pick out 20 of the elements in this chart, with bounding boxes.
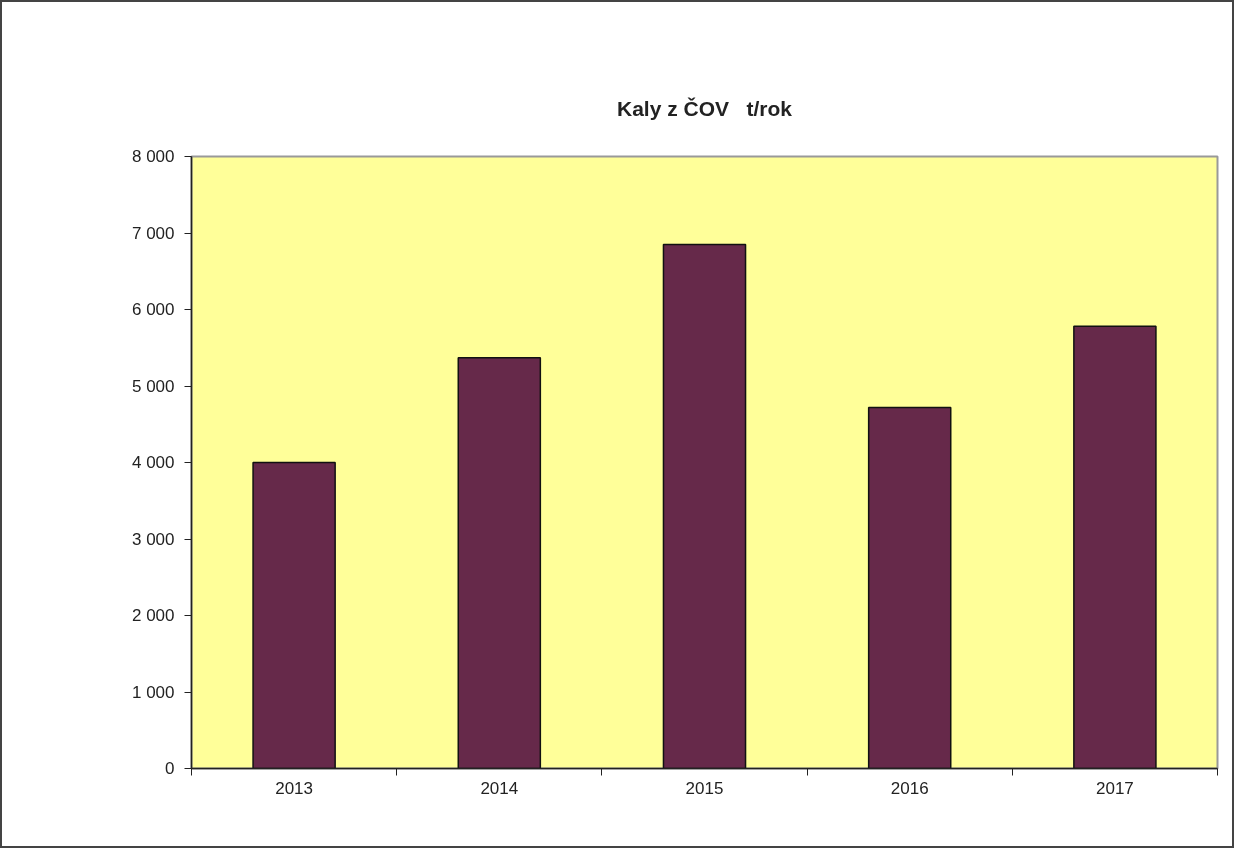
x-tick-label: 2017 bbox=[1095, 778, 1134, 798]
bar bbox=[662, 243, 747, 769]
y-tick-label: 4 000 bbox=[131, 453, 175, 472]
bar bbox=[252, 461, 336, 769]
bar bbox=[457, 356, 542, 769]
x-tick-label: 2015 bbox=[685, 778, 724, 798]
y-tick-label: 7 000 bbox=[131, 223, 175, 243]
y-tick-label: 5 000 bbox=[131, 376, 175, 396]
y-tick-label: 1 000 bbox=[131, 682, 175, 702]
chart-title: Kaly z ČOV t/rok bbox=[616, 96, 793, 120]
y-tick-label: 6 000 bbox=[131, 300, 175, 319]
bar bbox=[1073, 325, 1157, 769]
y-tick-label: 8 000 bbox=[131, 147, 175, 166]
x-tick-label: 2013 bbox=[275, 778, 314, 798]
bar bbox=[867, 406, 952, 769]
y-tick-label: 0 bbox=[165, 759, 175, 778]
x-tick-label: 2016 bbox=[890, 778, 929, 798]
y-tick-label: 3 000 bbox=[131, 529, 175, 549]
x-tick-label: 2014 bbox=[480, 778, 519, 798]
y-tick-label: 2 000 bbox=[131, 606, 175, 625]
